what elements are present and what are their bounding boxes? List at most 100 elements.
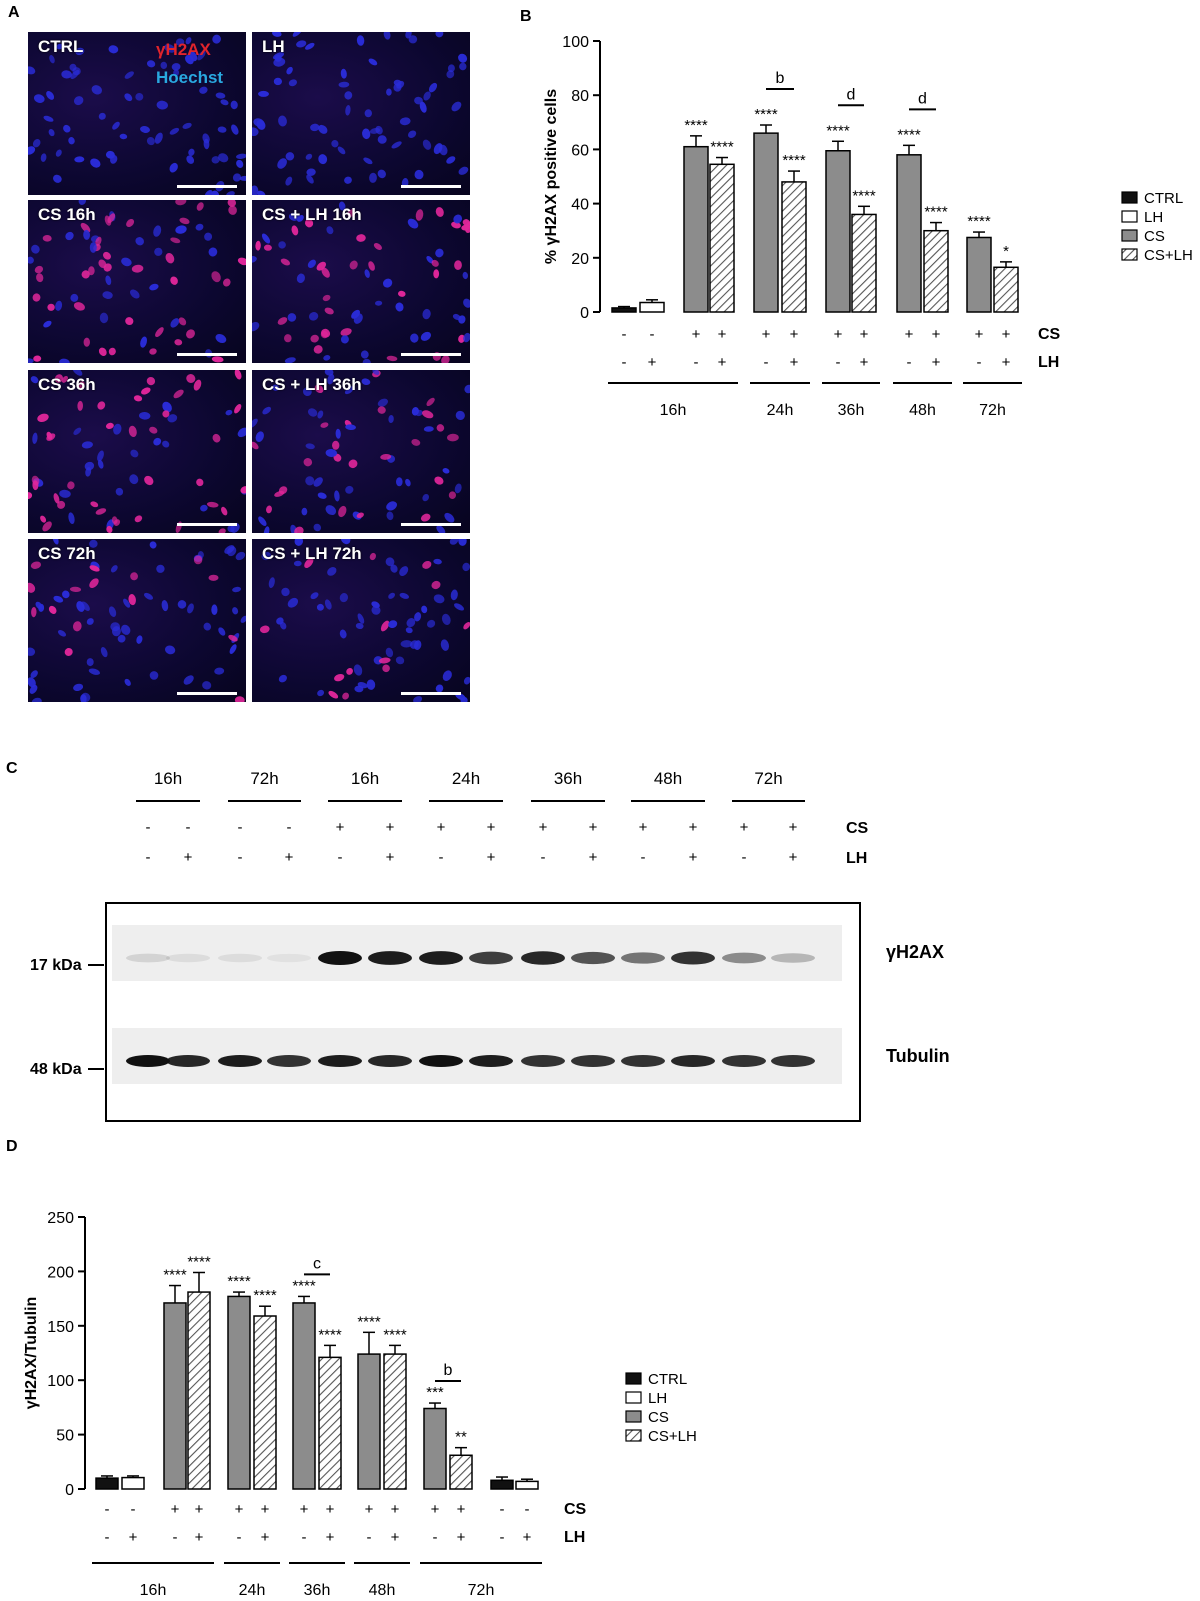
nucleus (433, 269, 440, 279)
significance-label: **** (897, 126, 921, 143)
blot-lh-sign: - (146, 849, 151, 866)
nucleus (76, 601, 85, 612)
nucleus (316, 261, 327, 271)
significance-label: **** (318, 1326, 342, 1343)
nucleus (252, 441, 259, 450)
nucleus (422, 560, 432, 569)
nucleus (55, 149, 62, 157)
nucleus (237, 257, 246, 266)
nucleus (385, 647, 394, 658)
nucleus (126, 218, 135, 228)
nucleus (55, 300, 63, 311)
nucleus (240, 615, 246, 623)
nucleus (153, 437, 162, 446)
nucleus (314, 384, 324, 394)
blot-time-label: 36h (554, 769, 582, 788)
tubulin-band (521, 1055, 565, 1067)
nucleus (185, 37, 192, 45)
nucleus (81, 692, 91, 702)
lh-sign: - (302, 1529, 307, 1546)
blot-cs-sign: + (589, 819, 598, 836)
nucleus (410, 333, 419, 343)
lh-sign: - (836, 354, 841, 371)
micrograph-label: LH (262, 37, 285, 56)
legend-swatch (625, 1429, 642, 1442)
significance-label: **** (826, 122, 850, 139)
nucleus (426, 619, 436, 628)
nucleus (202, 133, 210, 144)
nucleus (346, 667, 353, 675)
nucleus (108, 606, 117, 617)
nucleus (170, 276, 178, 285)
nucleus (146, 376, 156, 386)
legend-swatch (1121, 229, 1138, 242)
nucleus (368, 58, 378, 66)
bar-cs-lh (851, 213, 877, 313)
nucleus (215, 333, 227, 344)
significance-label: * (1003, 243, 1009, 260)
nucleus (175, 38, 185, 46)
nucleus (89, 578, 99, 589)
group-time-label: 16h (660, 402, 687, 419)
nucleus (335, 428, 341, 439)
nucleus (228, 634, 238, 642)
nucleus (292, 32, 303, 37)
row-label-lh: LH (1038, 354, 1059, 371)
nucleus (239, 175, 246, 181)
comparison-letter: d (847, 86, 856, 103)
y-axis-label: % γH2AX positive cells (543, 89, 560, 264)
nucleus (446, 70, 455, 79)
nucleus (97, 401, 106, 410)
nucleus (446, 156, 456, 164)
nucleus (75, 47, 85, 56)
bar-cs-lh (709, 163, 735, 313)
lh-sign: + (129, 1529, 138, 1546)
nucleus (36, 273, 44, 283)
nucleus (288, 79, 297, 87)
nucleus (305, 42, 315, 50)
bar-cs (753, 132, 779, 313)
nucleus (143, 592, 154, 600)
nucleus (337, 146, 346, 155)
nucleus (356, 234, 366, 242)
nucleus (144, 475, 154, 486)
nucleus (89, 539, 98, 548)
nucleus (377, 135, 387, 144)
nucleus (344, 91, 353, 100)
nucleus (405, 32, 412, 39)
nucleus (261, 551, 272, 561)
cs-sign: - (105, 1501, 110, 1518)
nucleus (258, 516, 267, 526)
nucleus (121, 257, 132, 267)
nucleus (273, 57, 286, 67)
nucleus (204, 189, 213, 195)
nucleus (77, 400, 84, 411)
nucleus (313, 523, 322, 532)
nucleus (452, 313, 461, 321)
nucleus (160, 61, 168, 69)
nucleus (128, 425, 137, 438)
panel-letter-b: B (520, 8, 532, 25)
nucleus (211, 156, 220, 164)
legend-label: CS (648, 1409, 669, 1426)
nucleus (278, 486, 288, 495)
nucleus (426, 255, 434, 264)
nucleus (42, 521, 52, 532)
nucleus (149, 426, 158, 434)
nucleus (103, 263, 112, 272)
nucleus (161, 600, 169, 612)
nucleus (305, 476, 315, 486)
nucleus (378, 657, 391, 664)
nucleus (108, 45, 119, 54)
blot-cs-sign: + (689, 819, 698, 836)
nucleus (218, 153, 229, 163)
nucleus (377, 169, 386, 179)
tubulin-band (671, 1055, 715, 1067)
nucleus (95, 236, 102, 247)
y-tick-label: 0 (65, 1482, 74, 1499)
nucleus (375, 300, 383, 306)
nucleus (386, 511, 394, 521)
nucleus (211, 271, 221, 283)
nucleus (90, 501, 99, 508)
micrograph-label: CS 72h (38, 544, 96, 563)
